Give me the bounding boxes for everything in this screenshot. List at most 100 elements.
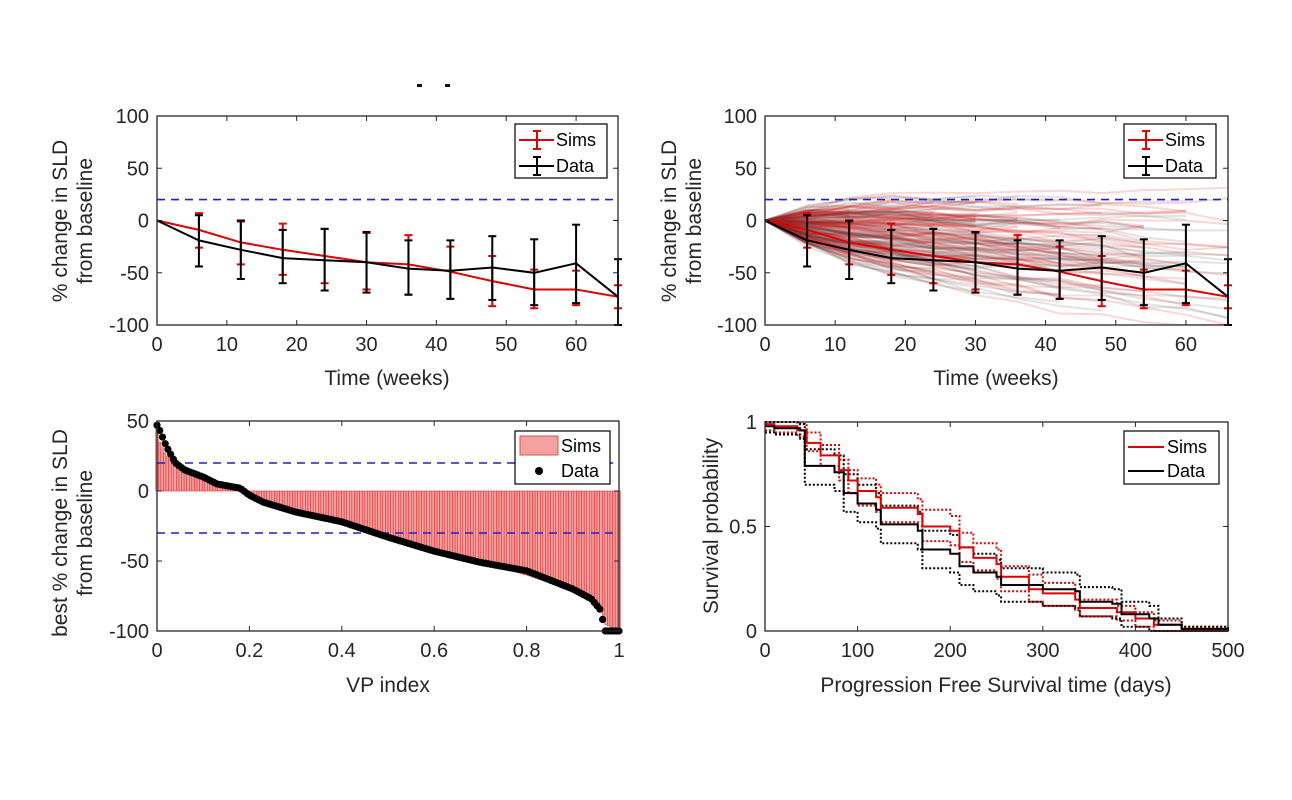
sim-trajectory	[765, 219, 1144, 258]
panel-c-xtick-label: 0.8	[513, 640, 541, 662]
data-trajectory	[765, 212, 976, 222]
sims-bar	[594, 490, 598, 606]
sims-bar	[540, 490, 544, 581]
panel-c-chart: 0 0.2 0.4 0.6 0.8 1 -100 -50 0 50 VP index best %…	[49, 411, 625, 697]
data-trajectory	[765, 219, 1144, 244]
panel-a-data-line	[156, 219, 619, 298]
data-trajectory	[765, 219, 1144, 293]
sims-bar	[529, 490, 533, 577]
sims-bar	[568, 490, 572, 590]
panel-b-ylabel-line1: % change in SLD	[658, 140, 681, 302]
sims-bar	[408, 490, 412, 544]
panel-c-ylabel-line2: from baseline	[74, 470, 97, 596]
sims-bar	[607, 490, 611, 627]
data-trajectory	[765, 219, 976, 255]
sims-bar	[501, 490, 505, 569]
panel-a-xtick-label: 60	[565, 334, 587, 356]
sim-trajectory	[765, 214, 892, 226]
panel-d-sims-ci-high	[765, 421, 1229, 631]
stray-mark-left	[417, 84, 422, 87]
panel-a-axes: 0 10 20 30 40 50 60 -100 -50 0 50 100	[109, 106, 619, 356]
sims-bar	[356, 490, 360, 529]
sims-bar	[168, 458, 172, 492]
sims-bar	[485, 490, 489, 565]
panel-d-xtick-label: 400	[1119, 640, 1152, 662]
legend-label-data: Data	[1165, 156, 1204, 176]
sims-bar	[361, 490, 366, 531]
sims-bar	[586, 490, 590, 599]
sim-trajectory	[765, 200, 1102, 222]
sims-bar	[367, 490, 371, 532]
panel-b-xtick-label: 20	[894, 334, 916, 356]
sim-trajectory	[765, 219, 976, 253]
data-trajectory	[765, 219, 976, 241]
sims-bar	[472, 490, 476, 562]
data-trajectory	[765, 219, 1228, 302]
sim-trajectory	[765, 219, 1060, 255]
sims-bar	[581, 490, 585, 596]
panel-b-plot-area	[764, 186, 1232, 326]
legend-sims-errorbar-icon	[1128, 130, 1163, 150]
panel-c-ytick-label: 0	[138, 481, 149, 503]
panel-c-ylabel-line1: best % change in SLD	[49, 429, 72, 637]
data-trajectory	[765, 219, 976, 250]
sim-trajectory	[765, 213, 1145, 260]
sim-trajectory	[765, 219, 1228, 300]
panel-d-plot-area	[765, 421, 1229, 632]
panel-c-ytick-label: -50	[120, 551, 149, 573]
legend-label-sims: Sims	[556, 130, 596, 150]
legend-data-errorbar-icon	[519, 156, 554, 176]
sims-bar	[369, 490, 373, 533]
data-trajectory	[765, 216, 1060, 225]
sim-trajectory	[765, 198, 892, 222]
data-trajectory	[765, 219, 976, 279]
sim-trajectory	[765, 219, 1060, 249]
sims-bar	[547, 490, 551, 583]
panel-b-xlabel: Time (weeks)	[933, 367, 1058, 390]
sim-trajectory	[765, 209, 850, 222]
sims-bar	[460, 490, 464, 558]
sims-bar	[426, 490, 430, 549]
sims-bar	[163, 452, 167, 492]
sim-trajectory	[765, 201, 1228, 223]
panel-d-sims-survival-curve	[765, 423, 1229, 631]
sim-trajectory	[765, 211, 934, 222]
sims-bar	[509, 490, 513, 571]
data-trajectory	[765, 216, 1228, 232]
panel-d-ytick-label: 1	[746, 412, 757, 434]
panel-b-legend: Sims Data	[1123, 123, 1217, 179]
sim-trajectory	[765, 219, 1060, 289]
sim-trajectory	[765, 219, 1144, 235]
sims-bar	[555, 490, 559, 586]
data-trajectory	[765, 208, 976, 226]
data-trajectory	[765, 214, 976, 223]
sims-bar	[563, 490, 567, 588]
sims-bar	[354, 490, 358, 528]
sim-trajectory	[765, 212, 976, 228]
panel-a-ytick-label: 100	[116, 106, 149, 128]
sim-trajectory	[765, 209, 1228, 249]
data-trajectory	[765, 218, 1060, 227]
sims-bar	[444, 490, 448, 554]
data-trajectory	[765, 219, 1060, 249]
sims-bar	[418, 490, 422, 547]
sims-bar	[447, 490, 451, 554]
data-trajectory	[765, 219, 1144, 266]
legend-label-sims: Sims	[1167, 437, 1207, 457]
data-trajectory	[765, 217, 976, 241]
legend-box	[514, 123, 608, 179]
panel-c-plot-area	[153, 421, 623, 635]
sims-bar	[560, 490, 564, 588]
sims-bar	[488, 490, 492, 566]
data-trajectory	[765, 219, 976, 261]
sims-bar	[614, 490, 618, 630]
legend-label-sims: Sims	[1165, 130, 1205, 150]
sim-trajectory	[765, 219, 976, 258]
data-trajectory	[765, 219, 976, 271]
data-trajectory	[765, 219, 976, 278]
sims-bar	[377, 490, 381, 535]
sim-trajectory	[765, 203, 1187, 222]
panel-c-xtick-label: 0.2	[235, 640, 263, 662]
sim-trajectory	[765, 210, 1102, 231]
sim-trajectory	[765, 219, 892, 233]
